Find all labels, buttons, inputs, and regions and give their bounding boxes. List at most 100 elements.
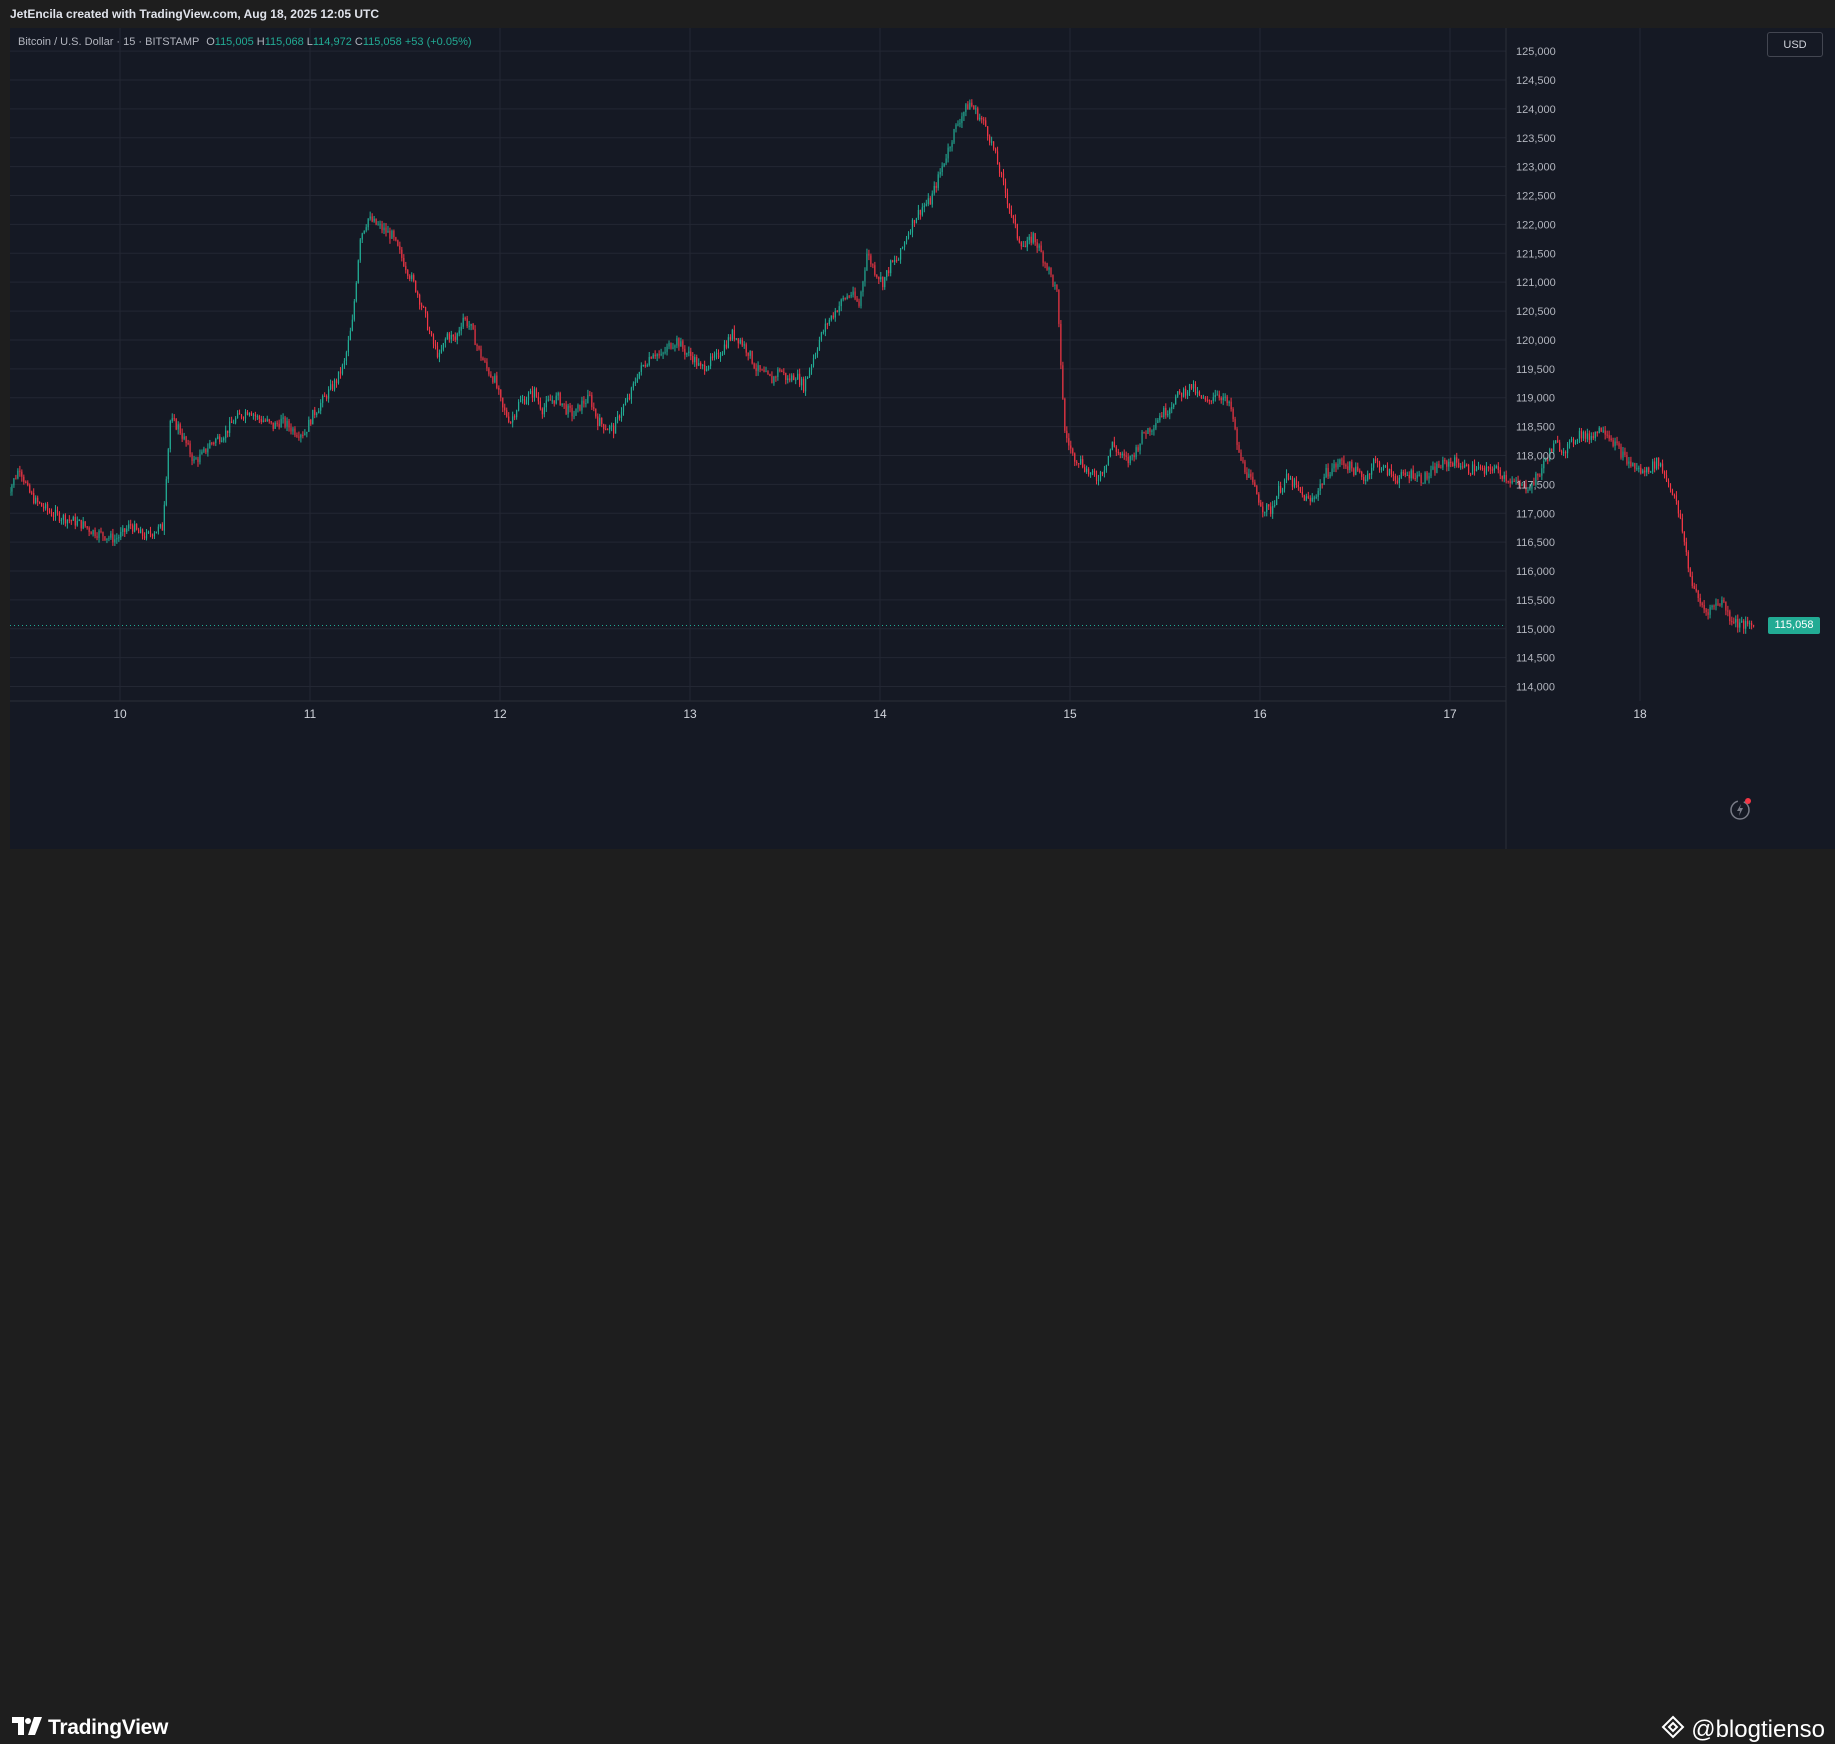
candle-body — [1238, 445, 1240, 453]
candle-body — [905, 238, 908, 242]
candle-body — [76, 520, 78, 526]
currency-button[interactable]: USD — [1767, 32, 1823, 57]
candle-body — [967, 104, 969, 110]
candle-body — [1089, 472, 1092, 475]
candle-body — [1226, 396, 1228, 404]
candle-body — [688, 351, 690, 354]
candle-body — [622, 405, 625, 412]
candle-body — [339, 371, 342, 374]
candle-body — [998, 164, 1001, 174]
candle-body — [987, 126, 989, 137]
candle-body — [82, 521, 84, 529]
candle-body — [545, 400, 547, 408]
candle-body — [1276, 496, 1278, 506]
candle-body — [1034, 233, 1036, 243]
candle-body — [1331, 468, 1333, 475]
candle-body — [417, 291, 419, 295]
candle-body — [1000, 173, 1003, 175]
candle-body — [933, 185, 935, 194]
candle-body — [1444, 460, 1446, 462]
candle-body — [1394, 476, 1396, 481]
candle-body — [664, 351, 666, 353]
candle-body — [428, 329, 431, 332]
chart-grid — [10, 28, 1641, 701]
watermark-text: @blogtienso — [1691, 1715, 1825, 1743]
candle-body — [19, 470, 21, 472]
candle-body — [1392, 474, 1394, 477]
candle-body — [1293, 479, 1296, 487]
candle-body — [324, 395, 326, 397]
candle-body — [349, 330, 351, 341]
price-tick-label: 119,000 — [1516, 393, 1555, 405]
candle-body — [1650, 471, 1652, 473]
candle-body — [516, 410, 518, 418]
candle-body — [789, 378, 791, 381]
tradingview-brand-text: TradingView — [48, 1716, 169, 1739]
symbol-name[interactable]: Bitcoin / U.S. Dollar · 15 · BITSTAMP — [18, 36, 200, 48]
candle-body — [1371, 467, 1373, 475]
candle-body — [1095, 474, 1098, 481]
candle-body — [1501, 475, 1503, 479]
candle-body — [844, 298, 846, 300]
candle-body — [1194, 383, 1197, 394]
candle-body — [1133, 455, 1135, 458]
candle-body — [816, 349, 819, 355]
candle-body — [260, 419, 262, 422]
candle-body — [409, 275, 411, 279]
candle-body — [171, 418, 173, 421]
candle-body — [642, 365, 644, 367]
candle-body — [1683, 531, 1685, 542]
candle-body — [1675, 495, 1678, 502]
candle-body — [519, 400, 522, 402]
candle-body — [381, 224, 383, 231]
symbol-legend[interactable]: Bitcoin / U.S. Dollar · 15 · BITSTAMP O1… — [18, 36, 472, 48]
candle-body — [1519, 483, 1521, 486]
candle-body — [276, 422, 278, 424]
time-tick-label: 11 — [304, 707, 317, 721]
candle-body — [733, 329, 735, 340]
candle-body — [965, 104, 967, 112]
candle-body — [1618, 443, 1620, 447]
time-axis[interactable]: 10 11 12 13 14 15 16 17 18 — [113, 707, 1647, 721]
candle-body — [1107, 455, 1109, 465]
price-tick-label: 118,000 — [1516, 450, 1555, 462]
replay-lightning-icon[interactable] — [1728, 796, 1754, 822]
candle-body — [74, 517, 76, 526]
candle-body — [246, 411, 249, 415]
candle-body — [708, 365, 710, 370]
candle-body — [207, 448, 209, 453]
candle-body — [868, 253, 870, 256]
candle-body — [518, 401, 520, 411]
high-value: 115,068 — [264, 36, 304, 48]
candle-body — [1157, 420, 1159, 424]
candle-body — [1396, 480, 1398, 484]
candle-body — [401, 249, 403, 258]
candle-body — [713, 354, 716, 358]
candle-body — [1505, 475, 1507, 481]
candle-body — [33, 493, 35, 504]
candle-body — [343, 360, 346, 365]
candle-body — [648, 357, 650, 366]
candle-body — [1301, 491, 1303, 495]
candle-body — [1153, 428, 1155, 431]
candle-body — [719, 355, 722, 358]
candle-body — [1584, 432, 1586, 439]
candlestick-chart[interactable]: 114,000 114,500 115,000 115,500 116,000 116,5… — [10, 28, 1835, 849]
candle-body — [1365, 479, 1367, 481]
price-axis[interactable]: 114,000 114,500 115,000 115,500 116,000 116,5… — [1516, 46, 1556, 693]
candle-body — [996, 151, 999, 165]
candle-body — [120, 531, 122, 538]
candle-body — [1056, 284, 1058, 290]
candle-body — [264, 420, 266, 422]
candle-body — [1082, 459, 1084, 468]
candle-body — [866, 253, 868, 271]
candle-body — [1590, 436, 1592, 440]
candle-body — [1367, 473, 1369, 480]
chart-area[interactable] — [10, 28, 1835, 849]
candle-body — [189, 443, 191, 455]
candle-body — [322, 395, 324, 403]
candle-body — [94, 530, 96, 537]
attribution-text: JetEncila created with TradingView.com, … — [10, 7, 380, 21]
price-tick-label: 120,000 — [1516, 335, 1556, 347]
tradingview-logo[interactable]: TradingView — [12, 1716, 168, 1740]
